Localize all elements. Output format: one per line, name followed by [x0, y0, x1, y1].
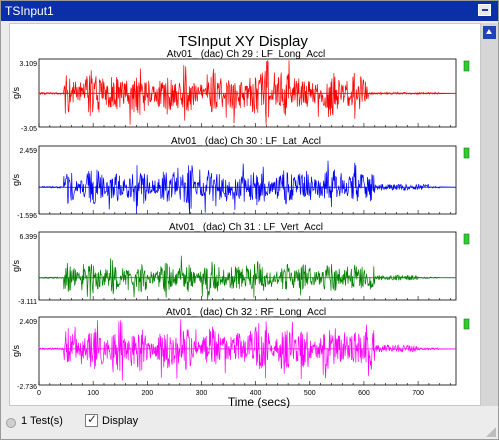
x-tick-label: 100: [87, 390, 99, 397]
x-tick-label: 700: [412, 390, 424, 397]
y-axis-label: g/s: [11, 260, 21, 273]
x-tick-label: 400: [250, 390, 262, 397]
plot-frame: [38, 231, 457, 301]
x-tick-label: 300: [196, 390, 208, 397]
channel-plot: Atv01_ (dac) Ch 32 : RF_Long_Accl 2.409 -2…: [11, 307, 470, 397]
series-line: [38, 160, 456, 214]
channel-indicator-icon: [463, 147, 470, 159]
restore-button[interactable]: [478, 4, 491, 16]
channel-plot: Atv01_ (dac) Ch 31 : LF_Vert_Accl 6.399 -3…: [11, 222, 470, 306]
plot-frame: [38, 145, 457, 215]
channel-indicator-icon: [463, 233, 470, 245]
test-count: 1 Test(s): [21, 415, 63, 427]
channel-title: Atv01_ (dac) Ch 31 : LF_Vert_Accl: [169, 222, 323, 233]
y-min-label: -3.111: [18, 299, 37, 306]
y-axis-label: g/s: [11, 87, 21, 100]
y-max-label: 2.409: [19, 319, 37, 326]
x-tick-label: 600: [358, 390, 370, 397]
x-axis-label: Time (secs): [228, 395, 290, 409]
channel-indicator-icon: [463, 318, 470, 330]
resize-grip-icon[interactable]: [486, 427, 496, 437]
channel-indicator-icon: [463, 60, 470, 72]
scroll-up-icon[interactable]: [483, 26, 496, 39]
channel-title: Atv01_ (dac) Ch 29 : LF_Long_Accl: [167, 49, 325, 60]
x-tick-label: 500: [304, 390, 316, 397]
display-checkbox[interactable]: [85, 412, 98, 427]
channel-plot: Atv01_ (dac) Ch 30 : LF_Lat_Accl 2.459 -1.…: [11, 136, 470, 220]
title-bar[interactable]: TSInput1: [1, 1, 498, 21]
channel-plot: Atv01_ (dac) Ch 29 : LF_Long_Accl 3.109 -3…: [11, 49, 470, 133]
status-bar: 1 Test(s) Display: [1, 408, 498, 439]
y-min-label: -1.596: [17, 213, 37, 220]
y-min-label: -3.05: [21, 126, 37, 133]
y-max-label: 6.399: [19, 234, 37, 241]
y-axis-label: g/s: [11, 174, 21, 187]
series-line: [38, 319, 456, 381]
y-max-label: 2.459: [19, 148, 37, 155]
window-title: TSInput1: [5, 4, 54, 18]
x-tick-label: 200: [141, 390, 153, 397]
y-max-label: 3.109: [19, 61, 37, 68]
vertical-scrollbar[interactable]: [481, 23, 498, 406]
display-checkbox-label: Display: [102, 415, 139, 427]
status-circle-icon: [6, 418, 16, 428]
channel-title: Atv01_ (dac) Ch 30 : LF_Lat_Accl: [171, 136, 321, 147]
y-min-label: -2.736: [17, 384, 37, 391]
x-tick-label: 0: [37, 390, 41, 397]
chart-title: TSInput XY Display: [178, 33, 308, 50]
channel-title: Atv01_ (dac) Ch 32 : RF_Long_Accl: [166, 307, 326, 318]
y-axis-label: g/s: [11, 345, 21, 358]
